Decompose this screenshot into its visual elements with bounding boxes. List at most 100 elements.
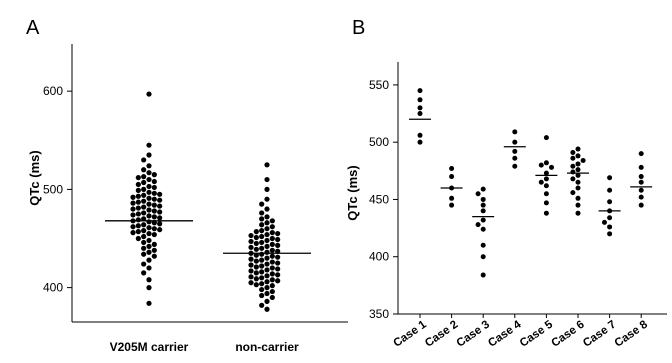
panel-b-data-point — [538, 162, 544, 168]
panel-b-data-point — [543, 160, 549, 166]
panel-a-data-point — [269, 247, 275, 253]
panel-a-data-point — [264, 306, 270, 312]
panel-a-data-point — [264, 298, 270, 304]
panel-a-data-point — [141, 186, 147, 192]
panel-a-data-point — [269, 230, 275, 236]
panel-a-data-point — [141, 228, 147, 234]
panel-b-data-point — [638, 164, 644, 170]
panel-b-data-point — [512, 129, 518, 135]
panel-a-data-point — [269, 218, 275, 224]
panel-b-data-point — [638, 187, 644, 193]
panel-b-data-point — [575, 202, 581, 208]
panel-b-data-point — [512, 148, 518, 154]
panel-b-data-point — [480, 217, 486, 223]
panel-a-data-point — [253, 270, 259, 276]
panel-b-data-point — [575, 146, 581, 152]
panel-b-data-point — [575, 185, 581, 191]
panel-b-data-point — [449, 166, 455, 172]
panel-b-data-point — [512, 163, 518, 169]
panel-a-data-point — [146, 176, 152, 183]
panel-b-data-point — [417, 88, 423, 94]
panel-a-data-point — [146, 170, 152, 176]
panel-b-data-point — [538, 179, 544, 185]
panel-a-data-point — [253, 276, 259, 282]
panel-a-y-tick-label: 500 — [43, 182, 63, 196]
panel-a-data-point — [146, 249, 152, 255]
panel-a-data-point — [269, 241, 275, 247]
panel-a-data-point — [269, 283, 275, 289]
panel-a-data-point — [259, 302, 265, 308]
panel-a-data-point — [259, 269, 265, 275]
panel-b-data-point — [575, 167, 581, 173]
panel-b-data-point — [512, 155, 518, 161]
panel-b-data-point — [417, 139, 423, 145]
panel-a-data-point — [259, 281, 265, 287]
panel-b-data-point — [607, 215, 613, 221]
panel-a-data-point — [269, 253, 275, 259]
panel-a-data-point — [146, 243, 152, 249]
panel-a-data-point — [259, 239, 265, 246]
panel-a-data-point — [151, 208, 157, 214]
panel-a-data-point — [146, 300, 152, 306]
panel-a-data-point — [269, 259, 275, 265]
panel-b-data-point — [638, 179, 644, 185]
panel-a-data-point — [275, 278, 281, 284]
panel-a-data-point — [151, 220, 157, 226]
panel-a-data-point — [141, 167, 147, 173]
panel-b-data-point — [480, 202, 486, 208]
panel-b-data-point — [449, 174, 455, 180]
panel-a-data-point — [151, 178, 157, 185]
panel-a-data-point — [275, 230, 281, 237]
panel-a-data-point — [157, 191, 163, 197]
panel-a-data-point — [157, 215, 163, 221]
panel-b-y-ticks: 350 400 450 500 550 — [369, 78, 398, 321]
panel-a-data-point — [264, 279, 270, 285]
panel-a-points — [130, 91, 281, 312]
panel-a-means — [105, 220, 311, 254]
panel-a-data-point — [264, 231, 270, 238]
panel-a-data-point — [253, 246, 259, 252]
panel-a-data-point — [264, 273, 270, 279]
panel-b-data-point — [570, 163, 576, 169]
panel-b-y-axis-label: QTc (ms) — [345, 165, 360, 220]
panel-a-data-point — [253, 234, 259, 241]
panel-b-data-point — [570, 190, 576, 196]
panel-a-data-point — [141, 204, 147, 210]
panel-a-data-point — [275, 242, 281, 248]
panel-b-y-tick-label: 550 — [369, 78, 389, 92]
panel-a-data-point — [146, 183, 152, 190]
panel-a-data-point — [141, 157, 147, 163]
panel-a-letter: A — [26, 17, 40, 39]
panel-a-y-tick-label: 600 — [43, 84, 63, 98]
panel-a-data-point — [264, 220, 270, 226]
panel-b-points — [417, 88, 644, 278]
panel-b-data-point — [570, 155, 576, 161]
panel-b-x-tick-label: Case 2 — [423, 319, 460, 350]
panel-a-data-point — [135, 211, 141, 217]
panel-a-data-point — [264, 267, 270, 273]
panel-a-data-point — [264, 261, 270, 267]
panel-a-data-point — [259, 201, 265, 207]
panel-a-data-point — [135, 235, 141, 242]
panel-a-data-point — [248, 274, 254, 280]
panel-a-data-point — [269, 235, 275, 242]
panel-a-data-point — [146, 230, 152, 237]
panel-a-data-point — [264, 226, 270, 232]
panel-a-data-point — [130, 200, 136, 206]
panel-a-data-point — [269, 271, 275, 277]
panel-b-data-point — [543, 135, 549, 141]
panel-a-data-point — [259, 263, 265, 269]
panel-a-data-point — [146, 277, 152, 283]
panel-b-data-point — [480, 208, 486, 214]
panel-b-data-point — [417, 105, 423, 111]
panel-b-data-point — [575, 179, 581, 185]
panel-a-data-point — [264, 162, 270, 168]
panel-a-data-point — [146, 257, 152, 263]
panel-a-data-point — [146, 163, 152, 169]
panel-b-means — [409, 118, 653, 218]
panel-a-data-point — [269, 277, 275, 283]
panel-a-data-point — [157, 227, 163, 233]
panel-a-data-point — [130, 212, 136, 218]
panel-a-data-point — [146, 237, 152, 244]
panel-b-data-point — [607, 224, 613, 230]
